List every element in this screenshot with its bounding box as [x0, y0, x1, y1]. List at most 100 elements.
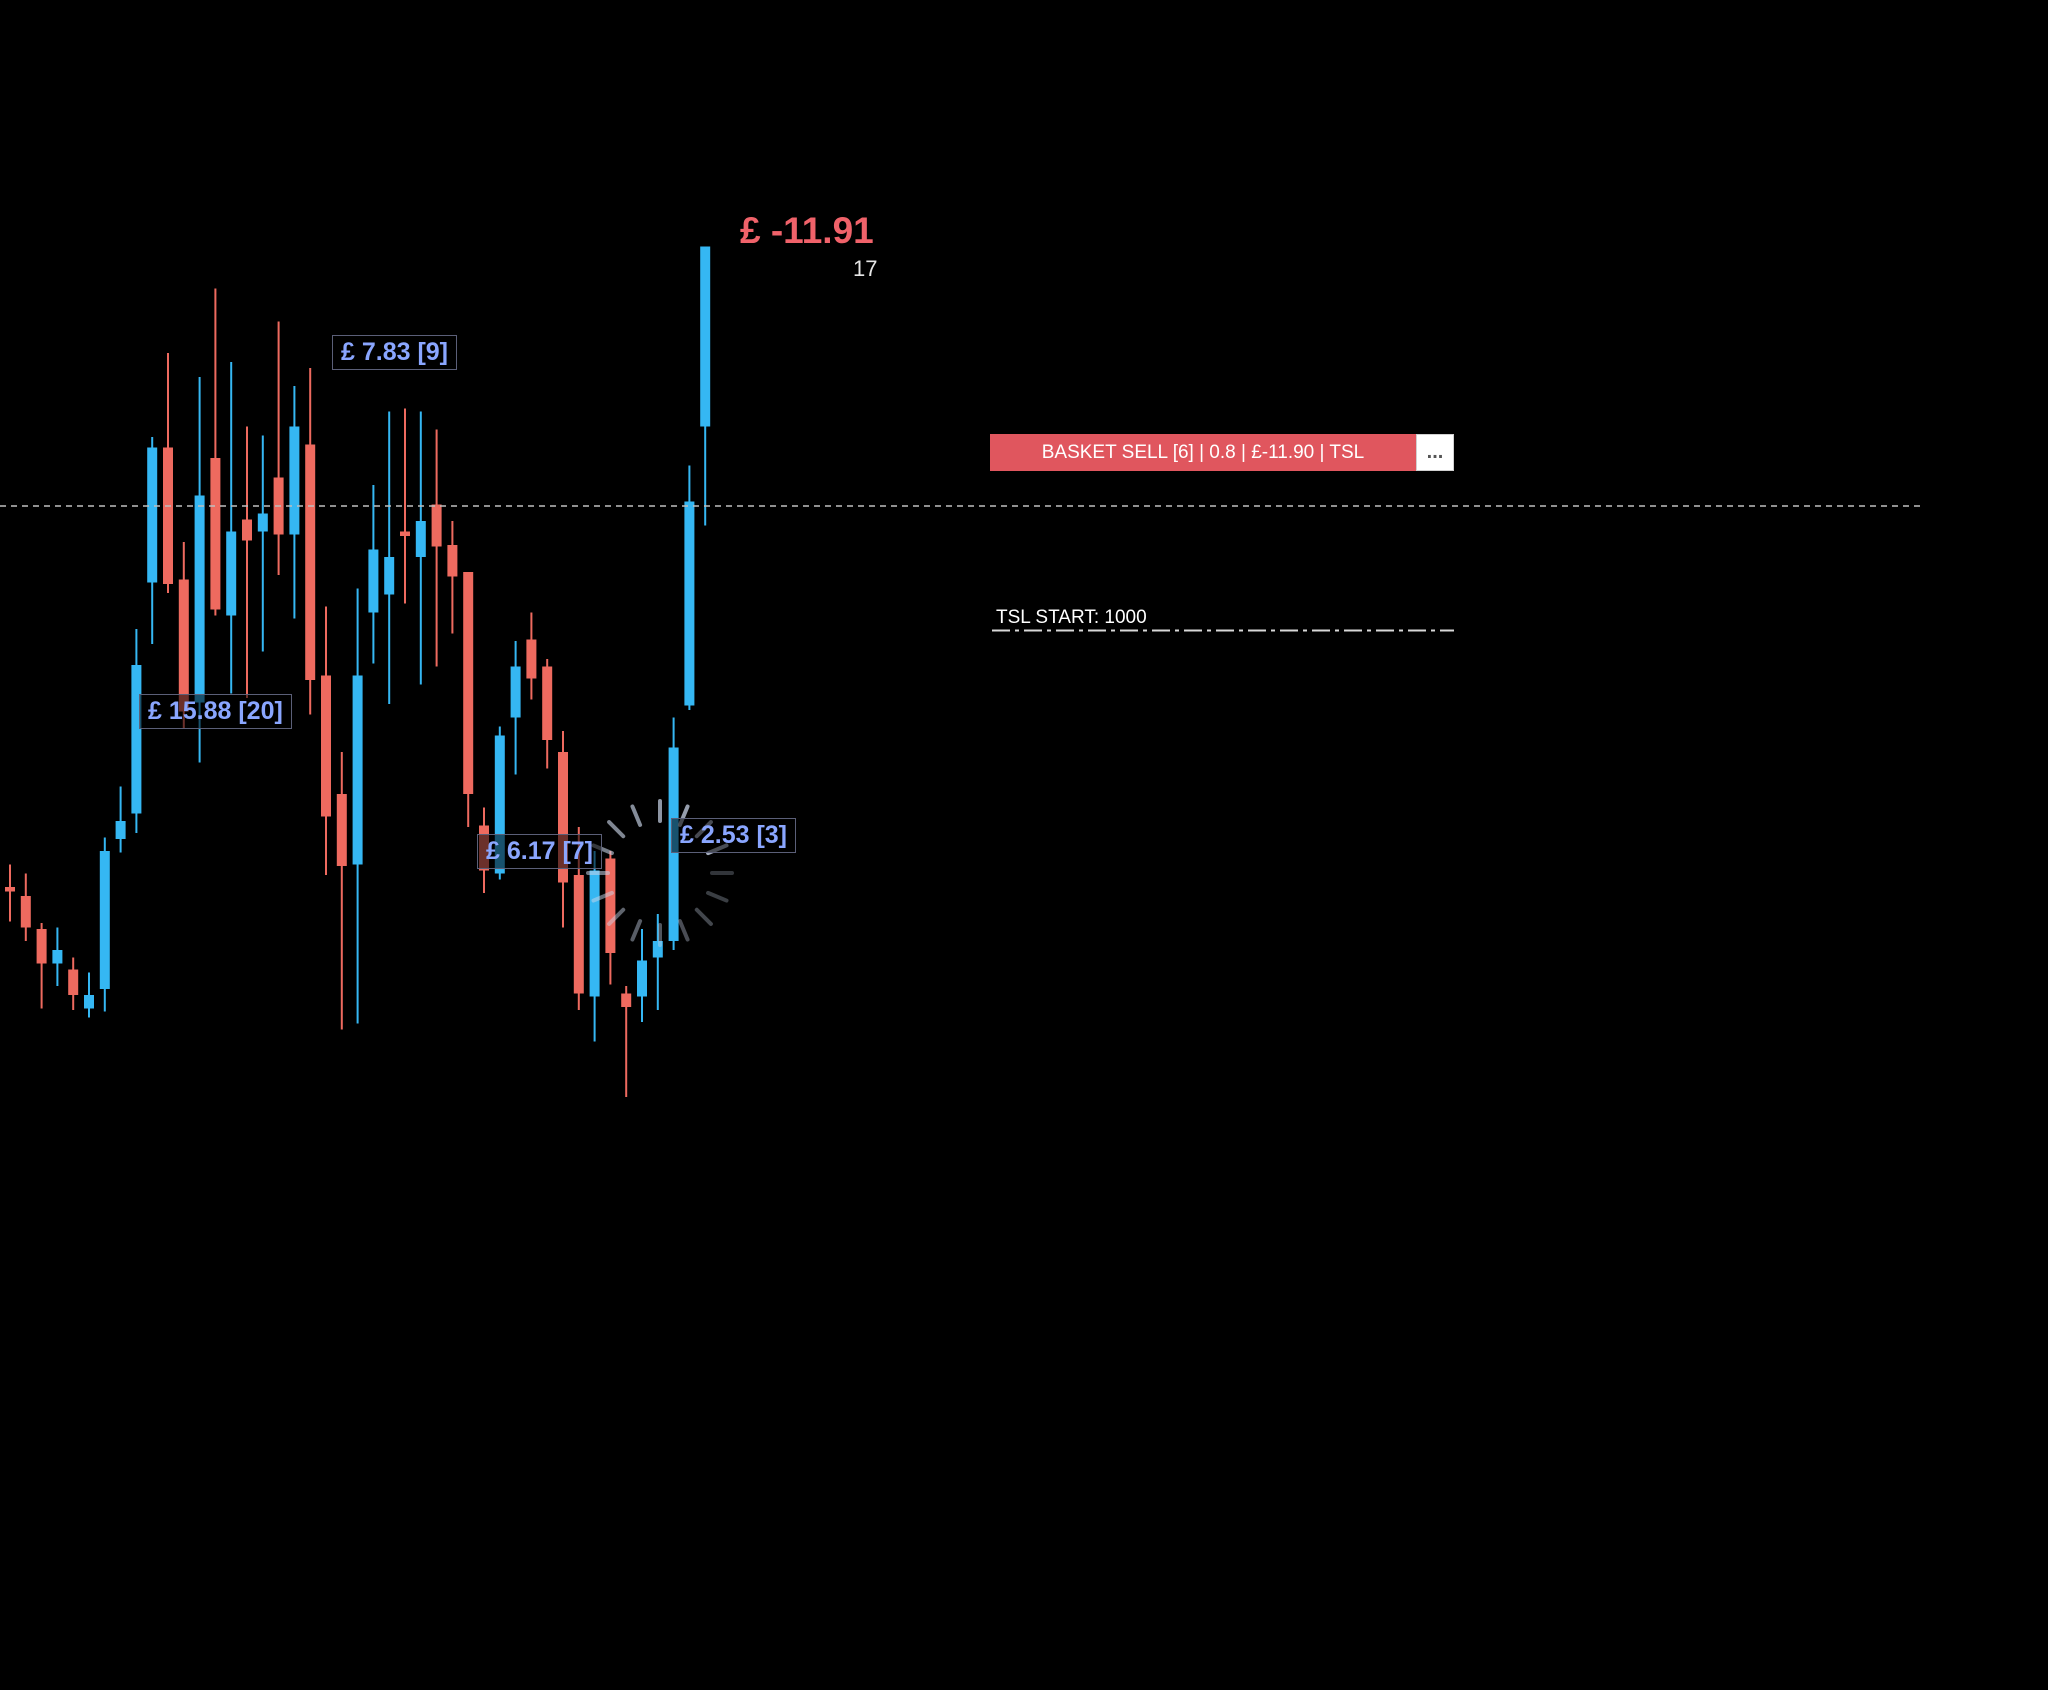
candle-body: [494, 735, 505, 874]
candle-body: [652, 941, 663, 958]
candle: [589, 851, 600, 1042]
candle: [621, 986, 632, 1097]
candle-body: [510, 666, 521, 718]
candle-body: [178, 579, 189, 712]
candle-body: [99, 851, 110, 989]
profit-label: £ 15.88 [20]: [139, 694, 292, 729]
candle: [99, 837, 110, 1012]
candle: [510, 641, 521, 775]
profit-label: £ 7.83 [9]: [332, 335, 458, 370]
candle: [637, 929, 647, 1022]
candle: [20, 873, 31, 941]
candle: [542, 659, 553, 769]
candle-body: [336, 794, 347, 866]
candle: [684, 465, 695, 710]
more-options-button[interactable]: ...: [1416, 434, 1454, 471]
spinner-tick: [630, 919, 643, 942]
candle: [652, 914, 663, 1010]
candle-body: [36, 929, 47, 964]
spinner-tick: [677, 919, 690, 942]
candle: [131, 629, 142, 833]
candle: [226, 362, 237, 694]
candle: [305, 368, 316, 715]
basket-sell-label[interactable]: BASKET SELL [6] | 0.8 | £-11.90 | TSL: [990, 434, 1416, 471]
candle-body: [431, 504, 442, 547]
candle-body: [52, 950, 63, 964]
candle: [336, 752, 347, 1030]
candle: [368, 485, 379, 664]
candle: [352, 588, 363, 1024]
candle: [5, 864, 15, 922]
candle: [210, 288, 221, 616]
candle: [289, 386, 300, 619]
candle-body: [700, 246, 711, 427]
candle: [36, 923, 47, 1009]
candle-body: [20, 896, 31, 928]
profit-label: £ 2.53 [3]: [671, 818, 797, 853]
pnl-value: £ -11.91: [740, 210, 874, 251]
candle: [605, 851, 616, 985]
candle: [68, 957, 79, 1010]
candle: [400, 408, 410, 604]
candle-body: [131, 665, 142, 814]
candle-body: [226, 531, 237, 616]
candle: [321, 606, 331, 875]
candle-body: [447, 545, 458, 577]
candle-body: [368, 549, 379, 613]
candle: [84, 972, 94, 1018]
tsl-start-label: TSL START: 1000: [996, 607, 1147, 628]
spinner-tick: [591, 890, 614, 903]
candle: [415, 411, 426, 685]
candle-body: [289, 426, 300, 535]
candle: [700, 246, 711, 526]
candle: [463, 572, 474, 827]
candle-body: [558, 752, 568, 883]
spinner-tick: [694, 907, 713, 926]
candle-body: [637, 960, 647, 997]
candle: [147, 437, 158, 644]
candle: [52, 927, 63, 986]
spinner-tick: [607, 820, 626, 839]
candle: [273, 321, 284, 575]
candle-body: [526, 639, 537, 679]
candle-body: [415, 521, 426, 557]
candle-body: [257, 513, 268, 532]
candle-body: [463, 572, 474, 794]
candle-body: [573, 875, 584, 994]
candle: [384, 411, 395, 704]
candle-body: [621, 993, 632, 1007]
candle-body: [605, 858, 616, 953]
candle: [431, 429, 442, 667]
candle-body: [194, 495, 205, 703]
candle: [558, 731, 568, 928]
candle-body: [115, 821, 126, 839]
candle-body: [384, 557, 395, 595]
candle-body: [84, 995, 94, 1009]
spinner-tick: [706, 890, 729, 903]
candle-body: [589, 870, 600, 997]
candle-body: [68, 969, 79, 995]
candle-body: [352, 675, 363, 865]
candle-body: [5, 887, 15, 892]
spinner-tick: [607, 907, 626, 926]
candle-body: [163, 447, 173, 584]
spinner-tick: [630, 804, 643, 827]
candle: [115, 786, 126, 853]
basket-sell-bar[interactable]: BASKET SELL [6] | 0.8 | £-11.90 | TSL ..…: [990, 434, 1454, 471]
pnl-count: 17: [853, 256, 878, 281]
candle-body: [305, 444, 316, 680]
candle: [163, 353, 173, 593]
candle: [526, 612, 537, 700]
candle: [257, 435, 268, 652]
candle: [447, 521, 458, 634]
candle-body: [684, 501, 695, 706]
candle-body: [321, 675, 331, 817]
candle-body: [400, 531, 410, 536]
candle-body: [242, 519, 252, 541]
candle-body: [147, 447, 158, 583]
candle-body: [210, 458, 221, 610]
profit-label: £ 6.17 [7]: [477, 834, 603, 869]
candle-body: [542, 666, 553, 740]
candle: [242, 426, 252, 698]
